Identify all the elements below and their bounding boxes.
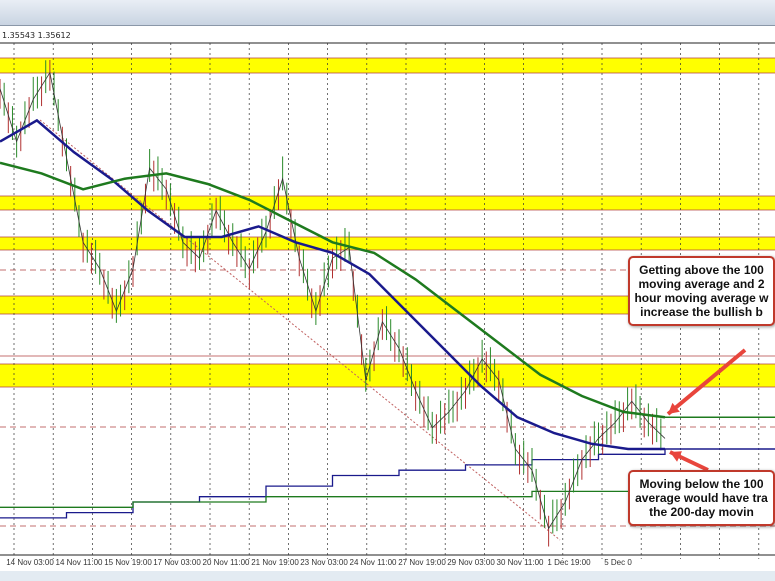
chart-toolbar	[0, 0, 775, 26]
x-tick-label: 30 Nov 11:00	[496, 558, 544, 567]
highlight-band	[0, 296, 775, 314]
x-tick-label: 23 Nov 03:00	[300, 558, 348, 567]
highlight-band	[0, 196, 775, 210]
ma-100-hour-line	[0, 118, 665, 451]
arrow-icon	[666, 348, 747, 416]
annotation-line: Moving below the 100	[639, 477, 764, 491]
trendline	[39, 119, 561, 541]
x-tick-label: 17 Nov 03:00	[153, 558, 201, 567]
x-tick-label: 24 Nov 11:00	[349, 558, 397, 567]
annotation-line: increase the bullish b	[640, 305, 763, 319]
annotation-top: Getting above the 100 moving average and…	[628, 256, 775, 326]
x-tick-label: 27 Nov 19:00	[398, 558, 446, 567]
ma-200-day-line	[0, 490, 665, 508]
ma-200-hour-line	[0, 161, 666, 419]
ma-100-day-line	[0, 449, 666, 519]
x-tick-label: 14 Nov 03:00	[6, 558, 54, 567]
highlight-band	[0, 58, 775, 73]
highlight-band	[0, 364, 775, 387]
x-tick-label: 14 Nov 11:00	[55, 558, 103, 567]
annotation-line: hour moving average w	[634, 291, 769, 305]
price-line	[0, 71, 666, 530]
x-tick-label: 15 Nov 19:00	[104, 558, 152, 567]
x-tick-label: 5 Dec 0	[604, 558, 632, 567]
arrowhead-icon	[670, 451, 682, 462]
scrollbar[interactable]	[0, 571, 775, 581]
x-tick-label: 29 Nov 03:00	[447, 558, 495, 567]
annotation-line: Getting above the 100	[639, 263, 764, 277]
ohlc-readout: 1.35543 1.35612	[2, 31, 71, 40]
annotation-bottom: Moving below the 100 average would have …	[628, 470, 775, 526]
annotation-line: average would have tra	[635, 491, 768, 505]
x-axis: 14 Nov 03:00 14 Nov 11:00 15 Nov 19:00 17 N…	[0, 555, 775, 571]
x-tick-label: 21 Nov 19:00	[251, 558, 299, 567]
annotation-line: the 200-day movin	[649, 505, 754, 519]
x-tick-label: 20 Nov 11:00	[202, 558, 250, 567]
x-tick-label: 1 Dec 19:00	[547, 558, 591, 567]
annotation-line: moving average and 2	[638, 277, 765, 291]
arrowhead-icon	[668, 402, 680, 414]
highlight-band	[0, 237, 775, 250]
